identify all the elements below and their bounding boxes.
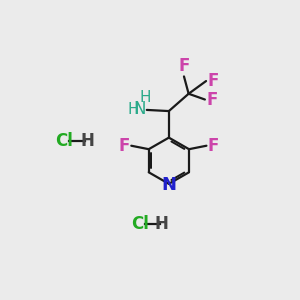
- Text: Cl: Cl: [55, 132, 73, 150]
- Text: H: H: [80, 132, 94, 150]
- Text: F: F: [178, 57, 190, 75]
- Text: F: F: [206, 91, 218, 109]
- Text: H: H: [155, 215, 169, 233]
- Text: H: H: [140, 90, 152, 105]
- Text: N: N: [133, 100, 145, 118]
- Text: F: F: [207, 72, 219, 90]
- Text: F: F: [207, 137, 219, 155]
- Text: N: N: [161, 176, 176, 194]
- Text: H: H: [127, 102, 139, 117]
- Text: F: F: [119, 137, 130, 155]
- Text: Cl: Cl: [131, 215, 149, 233]
